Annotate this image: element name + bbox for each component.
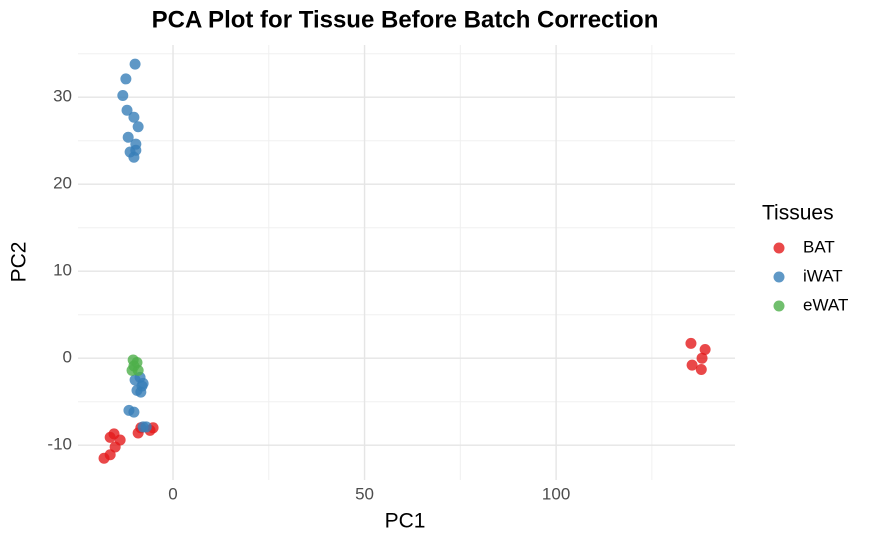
chart-title: PCA Plot for Tissue Before Batch Correct… xyxy=(152,6,659,33)
legend-label: eWAT xyxy=(803,295,848,314)
point xyxy=(104,449,116,461)
point xyxy=(140,421,152,433)
point xyxy=(128,111,140,123)
point xyxy=(136,380,148,392)
legend-marker xyxy=(773,271,785,283)
point xyxy=(128,406,140,418)
y-tick-label: 0 xyxy=(63,348,72,367)
x-tick-label: 100 xyxy=(542,484,570,503)
legend-title: Tissues xyxy=(762,202,834,225)
point xyxy=(108,428,120,440)
point xyxy=(128,151,140,163)
point xyxy=(120,73,132,85)
point xyxy=(686,359,698,371)
point xyxy=(696,352,708,364)
point xyxy=(695,364,707,376)
x-tick-label: 0 xyxy=(168,484,177,503)
point xyxy=(117,89,129,101)
y-tick-label: 30 xyxy=(53,87,72,106)
legend-marker xyxy=(773,242,785,254)
legend-label: iWAT xyxy=(803,266,843,285)
point xyxy=(132,121,144,133)
legend-marker xyxy=(773,300,785,312)
point xyxy=(129,58,141,70)
y-tick-label: -10 xyxy=(47,435,72,454)
point xyxy=(685,337,697,349)
x-axis-label: PC1 xyxy=(385,510,426,533)
point xyxy=(126,364,138,376)
legend-label: BAT xyxy=(803,237,835,256)
point xyxy=(122,131,134,143)
point xyxy=(699,344,711,355)
y-tick-label: 20 xyxy=(53,174,72,193)
y-tick-label: 10 xyxy=(53,261,72,280)
y-axis-label: PC2 xyxy=(8,242,31,283)
point xyxy=(121,104,133,116)
x-tick-label: 50 xyxy=(355,484,374,503)
